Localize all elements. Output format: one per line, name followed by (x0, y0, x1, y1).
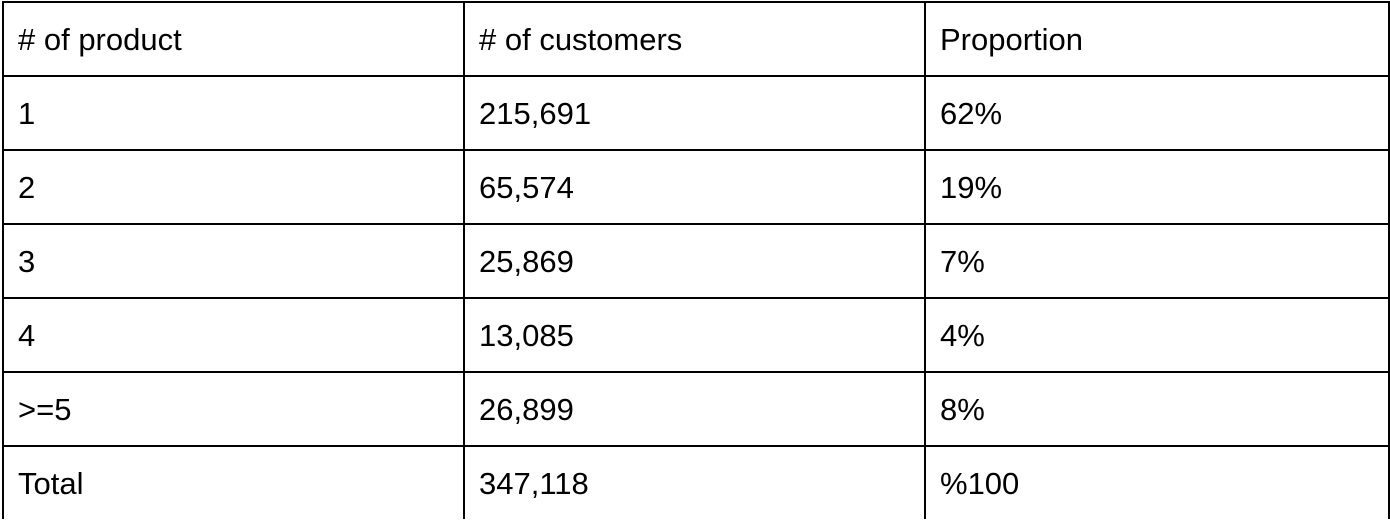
cell-product-count: 2 (2, 149, 465, 225)
table-row: >=5 26,899 8% (2, 371, 1390, 447)
cell-customer-count: 13,085 (463, 297, 926, 373)
header-product-count: # of product (2, 1, 465, 77)
cell-proportion: 19% (924, 149, 1390, 225)
cell-product-count: >=5 (2, 371, 465, 447)
table-total-row: Total 347,118 %100 (2, 445, 1390, 519)
cell-proportion: 62% (924, 75, 1390, 151)
table-row: 4 13,085 4% (2, 297, 1390, 373)
cell-total-proportion: %100 (924, 445, 1390, 519)
cell-customer-count: 25,869 (463, 223, 926, 299)
cell-proportion: 7% (924, 223, 1390, 299)
header-proportion: Proportion (924, 1, 1390, 77)
cell-customer-count: 26,899 (463, 371, 926, 447)
header-customer-count: # of customers (463, 1, 926, 77)
table-row: 2 65,574 19% (2, 149, 1390, 225)
cell-customer-count: 215,691 (463, 75, 926, 151)
cell-proportion: 8% (924, 371, 1390, 447)
table-header-row: # of product # of customers Proportion (2, 1, 1390, 77)
product-customers-table: # of product # of customers Proportion 1… (2, 1, 1390, 519)
cell-total-label: Total (2, 445, 465, 519)
cell-customer-count: 65,574 (463, 149, 926, 225)
cell-product-count: 4 (2, 297, 465, 373)
cell-total-customers: 347,118 (463, 445, 926, 519)
cell-proportion: 4% (924, 297, 1390, 373)
cell-product-count: 3 (2, 223, 465, 299)
cell-product-count: 1 (2, 75, 465, 151)
table-row: 3 25,869 7% (2, 223, 1390, 299)
table-row: 1 215,691 62% (2, 75, 1390, 151)
